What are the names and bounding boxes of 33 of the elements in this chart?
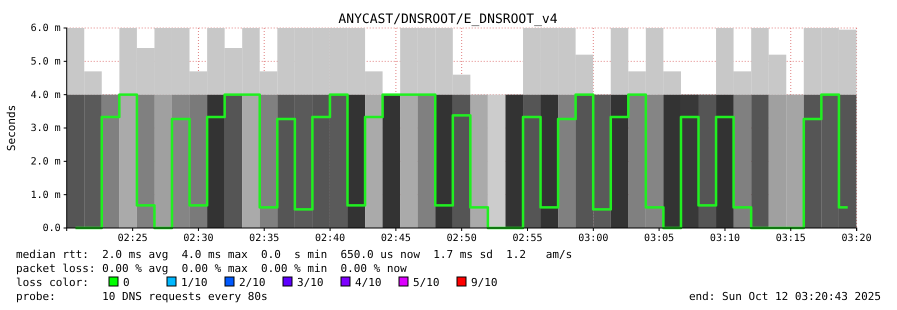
y-tick-label: 3.0 m bbox=[30, 123, 61, 134]
chart-title: ANYCAST/DNSROOT/E_DNSROOT_v4 bbox=[338, 12, 558, 27]
text: 9/10 bbox=[471, 276, 498, 289]
text: 3/10 bbox=[297, 276, 324, 289]
text: 2/10 bbox=[239, 276, 266, 289]
x-tick-label: 02:30 bbox=[183, 233, 214, 244]
y-axis-title: Seconds bbox=[5, 104, 18, 152]
text: 1/10 bbox=[181, 276, 208, 289]
x-tick-label: 02:55 bbox=[512, 233, 543, 244]
y-tick-label: 4.0 m bbox=[30, 90, 61, 101]
x-tick-label: 03:20 bbox=[841, 233, 872, 244]
text: end: Sun Oct 12 03:20:43 2025 bbox=[688, 290, 881, 303]
x-tick-label: 02:35 bbox=[249, 233, 280, 244]
y-tick-label: 2.0 m bbox=[30, 156, 61, 168]
x-tick-label: 02:45 bbox=[380, 233, 411, 244]
text: probe: 10 DNS requests every 80s bbox=[16, 290, 268, 303]
y-tick-label: 6.0 m bbox=[30, 23, 61, 34]
text: 5/10 bbox=[413, 276, 440, 289]
x-tick-label: 03:10 bbox=[710, 233, 740, 244]
text: packet loss: 0.00 % avg 0.00 % max 0.00 % min 0.00 % now bbox=[16, 262, 408, 275]
x-tick-label: 03:00 bbox=[578, 233, 608, 244]
x-tick-label: 02:25 bbox=[118, 233, 148, 244]
text: median rtt: 2.0 ms avg 4.0 ms max 0.0 s min 650.0 us now 1.7 ms sd 1.2 am/s bbox=[16, 248, 572, 261]
text: loss color: bbox=[16, 276, 89, 289]
x-tick-label: 02:40 bbox=[315, 233, 346, 244]
y-tick-label: 0.0 bbox=[42, 223, 61, 234]
x-tick-label: 03:15 bbox=[776, 233, 806, 244]
y-tick-label: 5.0 m bbox=[30, 56, 61, 68]
x-tick-label: 03:05 bbox=[644, 233, 674, 244]
text: 4/10 bbox=[355, 276, 382, 289]
text: 0 bbox=[123, 276, 130, 289]
y-tick-label: 1.0 m bbox=[30, 190, 61, 201]
x-tick-label: 02:50 bbox=[446, 233, 477, 244]
